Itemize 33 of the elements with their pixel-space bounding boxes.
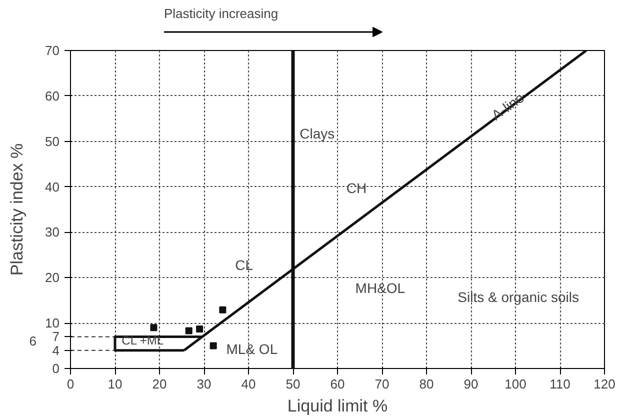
y-tick-label: 20 bbox=[45, 270, 60, 286]
y-tick-label: 70 bbox=[45, 43, 60, 58]
annotation: ML& OL bbox=[226, 341, 278, 358]
y-tick-label: 50 bbox=[45, 134, 60, 149]
x-tick-label: 80 bbox=[419, 376, 434, 392]
annotation: CL +ML bbox=[122, 334, 164, 348]
annotation: CL bbox=[235, 257, 254, 274]
x-tick-label: 20 bbox=[152, 376, 167, 392]
y-tick-label: 0 bbox=[52, 361, 60, 376]
text: 6 bbox=[29, 334, 37, 349]
x-tick-label: 0 bbox=[66, 376, 74, 392]
x-tick-label: 100 bbox=[504, 376, 526, 392]
y-axis-title: Plasticity index % bbox=[7, 143, 26, 276]
x-tick-label: 120 bbox=[594, 376, 616, 392]
x-tick-label: 70 bbox=[374, 376, 390, 392]
x-tick-label: 50 bbox=[286, 376, 300, 392]
y-tick-label: 7 bbox=[52, 329, 60, 344]
y-tick-label: 4 bbox=[52, 342, 60, 358]
y-tick-label: 30 bbox=[45, 224, 60, 240]
annotation: MH&OL bbox=[355, 280, 406, 296]
chart-title: Plasticity increasing bbox=[164, 6, 278, 21]
x-axis-title: Liquid limit % bbox=[287, 396, 388, 416]
y-tick-label: 10 bbox=[45, 316, 60, 331]
annotation: Clays bbox=[300, 125, 335, 142]
annotation: CH bbox=[346, 180, 367, 196]
x-tick-label: 40 bbox=[241, 376, 256, 392]
x-tick-label: 60 bbox=[330, 376, 345, 392]
x-tick-label: 110 bbox=[550, 376, 570, 392]
y-tick-label: 40 bbox=[45, 179, 60, 194]
x-tick-label: 10 bbox=[108, 376, 122, 392]
x-tick-label: 90 bbox=[464, 376, 478, 392]
y-tick-label: 60 bbox=[45, 88, 60, 104]
x-tick-label: 30 bbox=[196, 376, 212, 392]
